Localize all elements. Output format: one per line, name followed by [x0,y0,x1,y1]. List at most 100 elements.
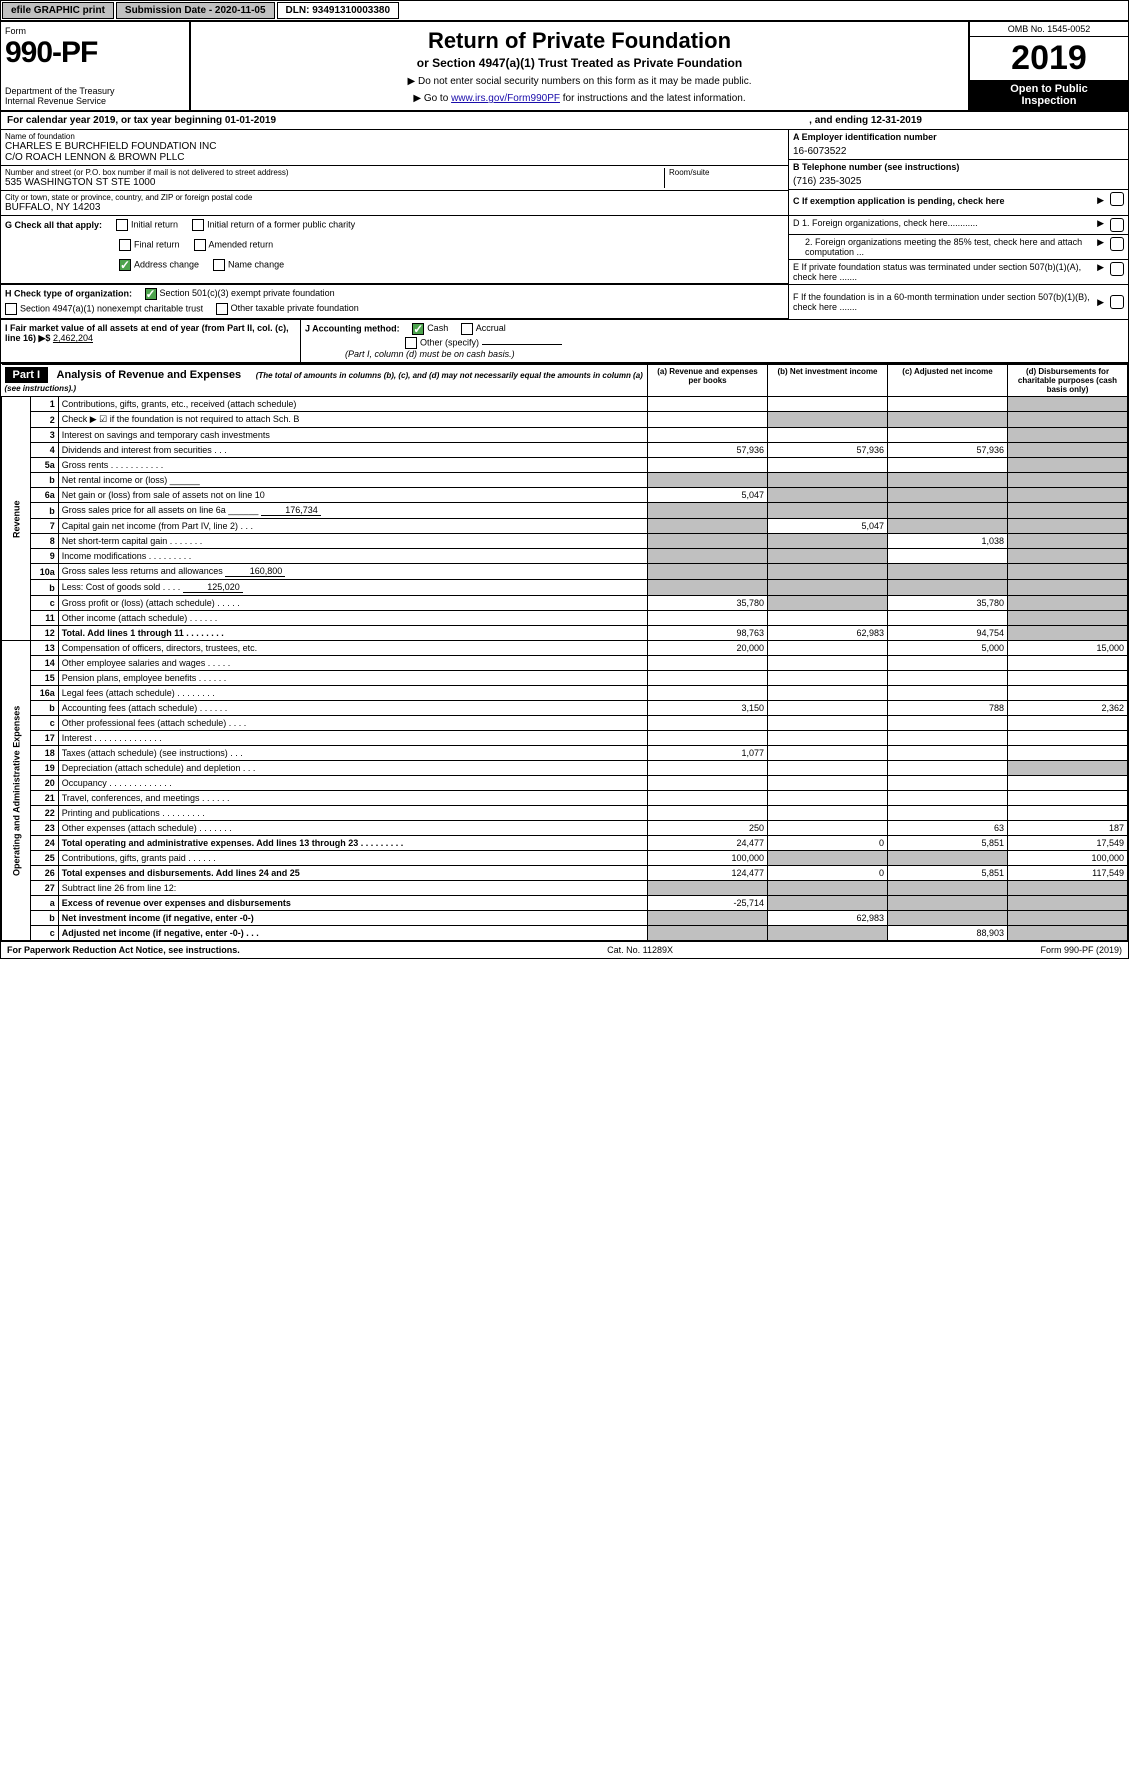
cell-c: 88,903 [888,926,1008,941]
h-opt2: Section 4947(a)(1) nonexempt charitable … [20,303,203,313]
line-number: 21 [30,791,58,806]
cell-b [768,881,888,896]
line-number: b [30,701,58,716]
chk-cash[interactable] [412,323,424,335]
cell-c [888,488,1008,503]
line-desc: Printing and publications . . . . . . . … [58,806,647,821]
col-b-header: (b) Net investment income [768,365,888,397]
irs-link[interactable]: www.irs.gov/Form990PF [451,93,560,104]
chk-4947[interactable] [5,303,17,315]
cell-b [768,473,888,488]
table-row: 20Occupancy . . . . . . . . . . . . . [2,776,1128,791]
line-number: 8 [30,534,58,549]
line-number: b [30,580,58,596]
d2-checkbox[interactable] [1110,237,1124,251]
cell-c [888,428,1008,443]
h-opt1: Section 501(c)(3) exempt private foundat… [160,288,335,298]
table-row: bAccounting fees (attach schedule) . . .… [2,701,1128,716]
cell-b [768,458,888,473]
cell-a: 250 [648,821,768,836]
col-c-header: (c) Adjusted net income [888,365,1008,397]
line-number: 11 [30,611,58,626]
cell-d [1008,896,1128,911]
table-row: 15Pension plans, employee benefits . . .… [2,671,1128,686]
chk-501c3[interactable] [145,288,157,300]
cell-a: 1,077 [648,746,768,761]
line-desc: Occupancy . . . . . . . . . . . . . [58,776,647,791]
cell-b [768,746,888,761]
chk-name-change[interactable] [213,259,225,271]
table-row: 2Check ▶ ☑ if the foundation is not requ… [2,412,1128,428]
table-row: cOther professional fees (attach schedul… [2,716,1128,731]
cell-d [1008,473,1128,488]
chk-initial-former[interactable] [192,219,204,231]
cell-d [1008,731,1128,746]
cell-a [648,671,768,686]
cell-d [1008,806,1128,821]
line-desc: Contributions, gifts, grants paid . . . … [58,851,647,866]
line-desc: Taxes (attach schedule) (see instruction… [58,746,647,761]
table-row: 3Interest on savings and temporary cash … [2,428,1128,443]
table-row: 25Contributions, gifts, grants paid . . … [2,851,1128,866]
line-number: 7 [30,519,58,534]
line-desc: Pension plans, employee benefits . . . .… [58,671,647,686]
city-state-zip: BUFFALO, NY 14203 [5,202,784,213]
cell-d [1008,596,1128,611]
chk-other-method[interactable] [405,337,417,349]
cell-a [648,716,768,731]
g-d-row: G Check all that apply: Initial return I… [1,216,1128,285]
header-mid: Return of Private Foundation or Section … [191,22,968,110]
line-desc: Gross sales less returns and allowances … [58,564,647,580]
chk-other-taxable[interactable] [216,303,228,315]
cell-a: 24,477 [648,836,768,851]
cell-b [768,671,888,686]
cell-a: 3,150 [648,701,768,716]
table-row: 12Total. Add lines 1 through 11 . . . . … [2,626,1128,641]
cal-end: , and ending 12-31-2019 [809,115,922,126]
table-row: 8Net short-term capital gain . . . . . .… [2,534,1128,549]
cell-c: 35,780 [888,596,1008,611]
cell-c [888,611,1008,626]
phone-value: (716) 235-3025 [793,172,1124,187]
table-row: 18Taxes (attach schedule) (see instructi… [2,746,1128,761]
d1-checkbox[interactable] [1110,218,1124,232]
line-number: 18 [30,746,58,761]
cell-a: -25,714 [648,896,768,911]
chk-accrual[interactable] [461,323,473,335]
arrow-icon: ▶ [1097,297,1104,308]
cell-c: 788 [888,701,1008,716]
chk-address-change[interactable] [119,259,131,271]
part1-table: Part I Analysis of Revenue and Expenses … [1,364,1128,941]
cell-d [1008,926,1128,941]
cell-d: 117,549 [1008,866,1128,881]
cell-b [768,686,888,701]
calendar-row: For calendar year 2019, or tax year begi… [1,112,1128,130]
open-pub-1: Open to Public [973,83,1125,95]
cell-c [888,716,1008,731]
e-checkbox[interactable] [1110,262,1124,276]
chk-initial-return[interactable] [116,219,128,231]
line-number: 14 [30,656,58,671]
form-subtitle: or Section 4947(a)(1) Trust Treated as P… [197,56,962,70]
dept-irs: Internal Revenue Service [5,96,185,106]
name-label: Name of foundation [5,132,784,141]
header-left: Form 990-PF Department of the Treasury I… [1,22,191,110]
revenue-label: Revenue [2,397,31,641]
cell-a: 35,780 [648,596,768,611]
chk-final-return[interactable] [119,239,131,251]
j-cash: Cash [427,323,448,333]
line-desc: Net investment income (if negative, ente… [58,911,647,926]
c-checkbox[interactable] [1110,192,1124,206]
cell-d [1008,611,1128,626]
efile-print-button[interactable]: efile GRAPHIC print [2,2,114,19]
chk-amended[interactable] [194,239,206,251]
j-accrual: Accrual [476,323,506,333]
instr-pre: ▶ Go to [413,93,451,104]
table-row: bNet investment income (if negative, ent… [2,911,1128,926]
cell-d [1008,458,1128,473]
f-checkbox[interactable] [1110,295,1124,309]
cell-c [888,761,1008,776]
j-other: Other (specify) [420,337,479,347]
line-desc: Legal fees (attach schedule) . . . . . .… [58,686,647,701]
line-desc: Subtract line 26 from line 12: [58,881,647,896]
